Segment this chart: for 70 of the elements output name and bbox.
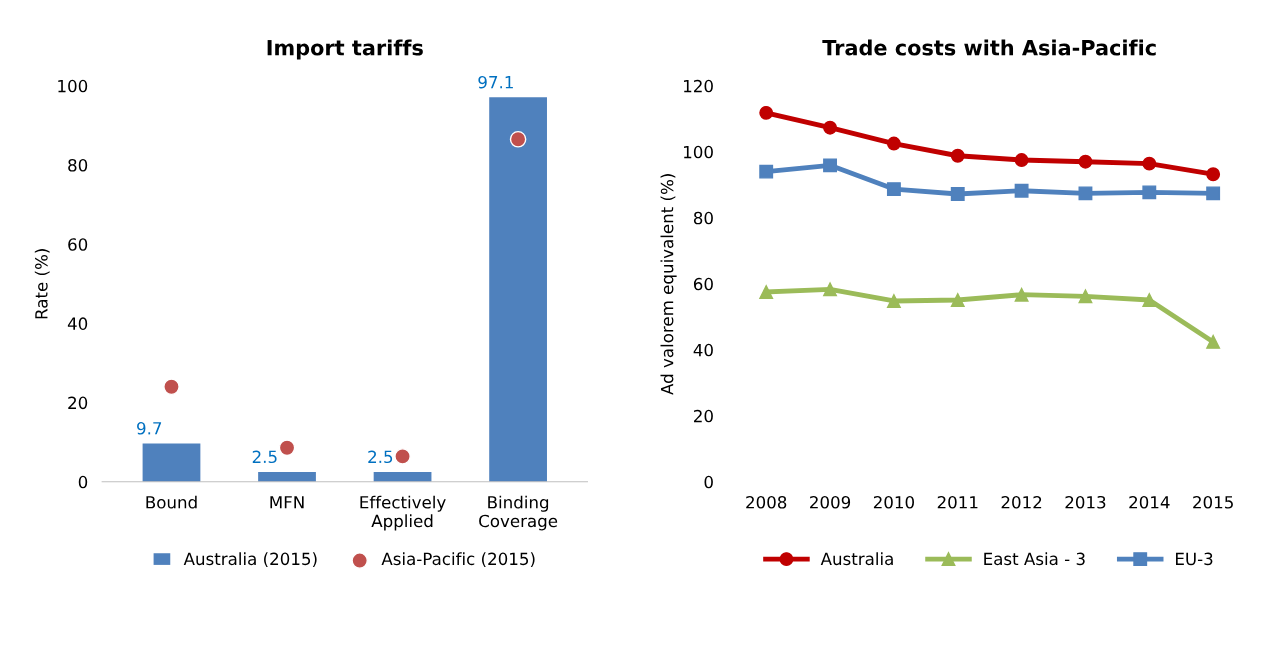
x-tick-label: 2011 (937, 495, 978, 509)
point (1206, 186, 1221, 201)
point (509, 130, 527, 148)
bar (373, 471, 432, 482)
x-tick-label: MFN (270, 496, 304, 509)
point (950, 187, 965, 201)
legend-label: Asia-Pacific (2015) (381, 552, 535, 568)
data-label: 97.1 (478, 75, 513, 89)
point (759, 105, 774, 120)
point (823, 158, 837, 173)
bar (142, 443, 201, 482)
point (1206, 334, 1221, 349)
y-axis-title: Ad valorem equivalent (%) (660, 174, 677, 395)
y-axis-title: Rate (%) (34, 249, 50, 319)
x-tick-label: 2009 (810, 495, 851, 509)
x-tick-label: Bound (146, 495, 197, 509)
point (759, 285, 774, 299)
point (1142, 293, 1157, 307)
chart-title: Import tariffs (267, 39, 423, 60)
y-tick-label: 60 (68, 238, 88, 251)
y-tick-label: 0 (78, 475, 88, 489)
x-tick-label: 2010 (873, 495, 914, 509)
x-tick-label: 2013 (1065, 495, 1106, 509)
point (1078, 186, 1093, 201)
y-tick-label: 120 (684, 79, 713, 93)
point (1078, 154, 1093, 169)
x-tick-label: Effectively Applied (360, 495, 446, 531)
y-tick-label: 60 (693, 277, 713, 291)
y-tick-label: 100 (58, 79, 88, 93)
legend-label: Australia (2015) (183, 552, 317, 568)
x-tick-label: 2014 (1129, 495, 1170, 509)
bar (258, 471, 316, 482)
point (886, 294, 901, 308)
point (394, 448, 411, 465)
data-label: 2.5 (368, 450, 393, 464)
y-tick-label: 20 (694, 409, 713, 423)
bar (489, 97, 547, 482)
legend-label: Australia (820, 552, 893, 566)
y-tick-label: 100 (684, 145, 713, 159)
point (1014, 287, 1029, 302)
y-tick-label: 0 (704, 475, 713, 489)
x-tick-label: 2012 (1001, 495, 1042, 509)
point (886, 182, 901, 197)
y-tick-label: 40 (67, 317, 88, 330)
y-tick-label: 40 (693, 343, 713, 357)
point (823, 282, 837, 297)
point (759, 164, 774, 179)
data-label: 9.7 (137, 422, 162, 435)
x-tick-label: 2008 (746, 495, 787, 509)
point (823, 120, 837, 135)
point (1206, 167, 1221, 182)
point (1078, 289, 1093, 304)
x-tick-label: Binding Coverage (479, 495, 558, 531)
data-label: 2.5 (252, 450, 277, 464)
point (278, 439, 296, 457)
y-tick-label: 80 (693, 211, 713, 225)
point (950, 293, 965, 307)
legend-label: East Asia - 3 (984, 552, 1085, 566)
y-tick-label: 20 (68, 396, 88, 410)
point (163, 378, 180, 396)
point (1014, 153, 1029, 167)
y-tick-label: 80 (68, 158, 88, 172)
point (1014, 183, 1029, 198)
point (950, 148, 965, 163)
point (886, 136, 901, 151)
x-tick-label: 2015 (1193, 495, 1233, 509)
chart-title: Trade costs with Asia-Pacific (822, 39, 1156, 56)
legend-label: EU-3 (1176, 552, 1213, 566)
point (1142, 156, 1157, 171)
point (1142, 185, 1157, 200)
